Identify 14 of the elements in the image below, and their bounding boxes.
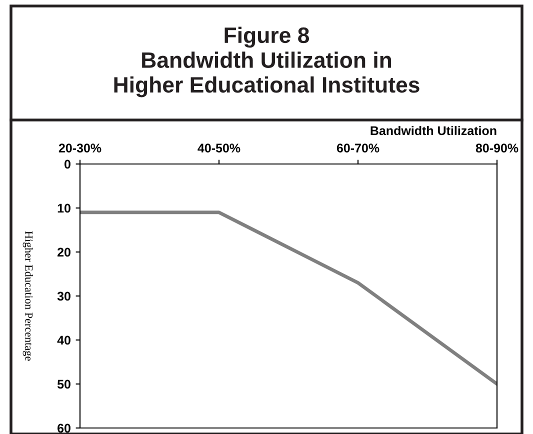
x-tick-label: 60-70% xyxy=(336,144,380,152)
y-tick-label: 40 xyxy=(57,336,70,345)
chart-title: Figure 8 Bandwidth Utilization in Higher Educational Institutes xyxy=(114,26,420,98)
x-tick-label: 40-50% xyxy=(198,144,240,152)
x-axis-title: Bandwidth Utilization xyxy=(370,126,496,136)
y-tick-label: 0 xyxy=(64,160,70,169)
y-tick-label: 20 xyxy=(58,248,70,257)
y-tick-label: 10 xyxy=(58,204,70,213)
x-tick-label: 20-30% xyxy=(58,144,102,153)
y-tick-label: 30 xyxy=(57,292,70,301)
y-axis-title: Higher Education Percentage xyxy=(22,231,33,361)
y-tick-label: 60 xyxy=(58,424,70,433)
x-tick-label: 80-90% xyxy=(476,144,518,152)
y-tick-label: 50 xyxy=(57,380,70,389)
